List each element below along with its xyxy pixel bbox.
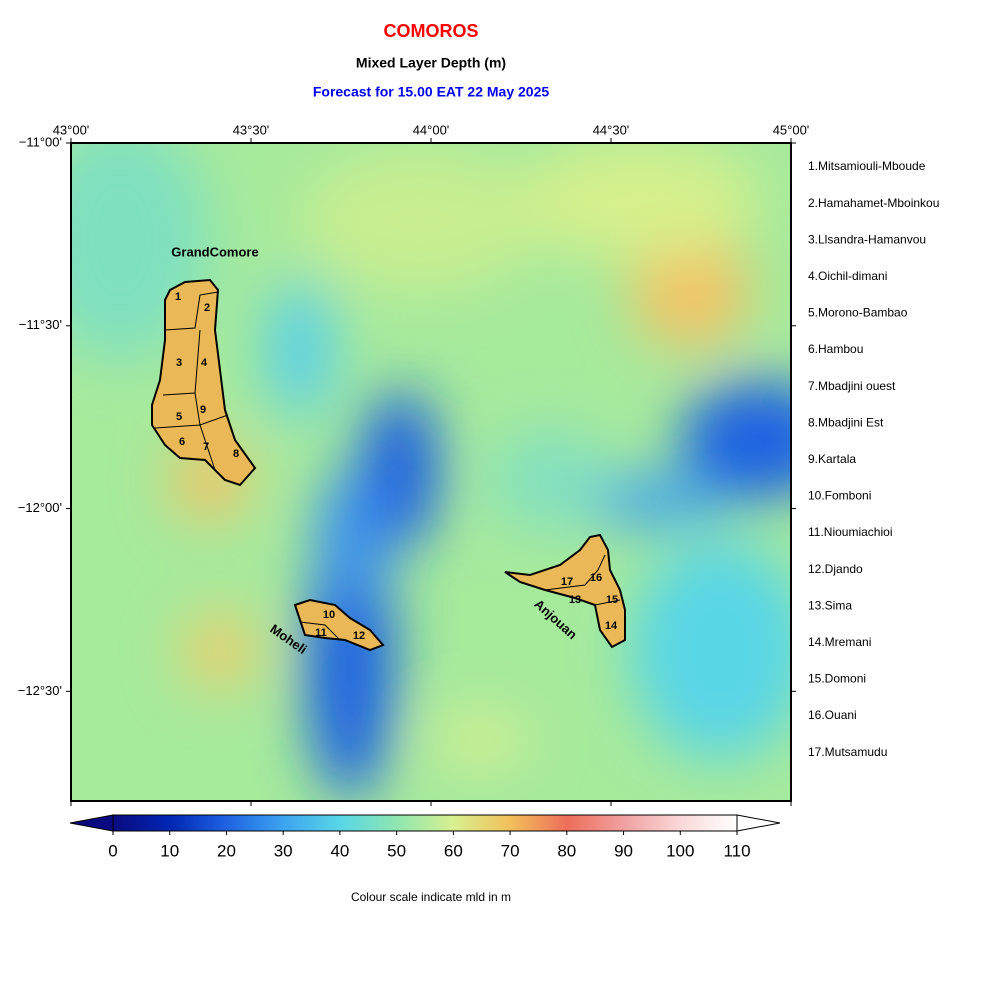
island-label: GrandComore bbox=[171, 244, 258, 259]
region-number: 5 bbox=[176, 411, 182, 423]
legend-entry: 1.Mitsamiouli-Mboude bbox=[808, 159, 926, 173]
legend-entry: 7.Mbadjini ouest bbox=[808, 379, 896, 393]
legend-entry: 10.Fomboni bbox=[808, 489, 871, 503]
islands: GrandComore Moheli Anjouan bbox=[151, 244, 626, 657]
y-tick-label: −11°30' bbox=[19, 317, 62, 332]
region-number: 3 bbox=[176, 357, 182, 369]
legend-entry: 12.Djando bbox=[808, 562, 863, 576]
legend-entry: 11.Nioumiachioi bbox=[808, 525, 893, 539]
colorbar-tick-label: 40 bbox=[330, 841, 349, 860]
legend-entry: 4.Oichil-dimani bbox=[808, 269, 887, 283]
colorbar-tick-label: 50 bbox=[387, 841, 406, 860]
region-number: 4 bbox=[201, 357, 208, 369]
legend-entry: 16.Ouani bbox=[808, 708, 857, 722]
mld-field bbox=[71, 143, 791, 801]
region-number: 17 bbox=[561, 576, 573, 588]
region-number: 13 bbox=[569, 594, 581, 606]
colorbar-tick-label: 30 bbox=[274, 841, 293, 860]
x-tick-label: 45°00' bbox=[773, 122, 810, 137]
subtitle: Mixed Layer Depth (m) bbox=[356, 55, 506, 71]
colorbar-high-arrow bbox=[736, 814, 781, 832]
region-number: 8 bbox=[233, 448, 239, 460]
colorbar-tick-label: 20 bbox=[217, 841, 236, 860]
x-tick-label: 44°00' bbox=[413, 122, 450, 137]
region-number: 6 bbox=[179, 436, 185, 448]
forecast: Forecast for 15.00 EAT 22 May 2025 bbox=[313, 84, 550, 100]
region-number: 7 bbox=[203, 441, 209, 453]
legend-entry: 17.Mutsamudu bbox=[808, 745, 887, 759]
colorbar-tick-label: 90 bbox=[614, 841, 633, 860]
moheli bbox=[293, 598, 385, 652]
legend-entry: 8.Mbadjini Est bbox=[808, 415, 884, 429]
colorbar bbox=[112, 814, 738, 832]
colorbar-tick-label: 100 bbox=[666, 841, 694, 860]
region-number: 10 bbox=[323, 609, 335, 621]
region-number: 1 bbox=[175, 291, 181, 303]
region-number: 2 bbox=[204, 302, 210, 314]
legend-entry: 15.Domoni bbox=[808, 672, 866, 686]
region-number: 15 bbox=[606, 594, 618, 606]
colorbar-label: Colour scale indicate mld in m bbox=[351, 890, 511, 904]
region-number: 11 bbox=[315, 627, 327, 639]
y-tick-label: −11°00' bbox=[19, 134, 62, 149]
colorbar-tick-label: 80 bbox=[557, 841, 576, 860]
y-tick-label: −12°30' bbox=[18, 683, 62, 698]
region-number: 12 bbox=[353, 630, 365, 642]
y-tick-label: −12°00' bbox=[18, 500, 62, 515]
legend-entry: 5.Morono-Bambao bbox=[808, 306, 908, 320]
colorbar-tick-label: 0 bbox=[108, 841, 117, 860]
colorbar-tick-label: 10 bbox=[160, 841, 179, 860]
legend-entry: 14.Mremani bbox=[808, 635, 871, 649]
anjouan bbox=[504, 533, 626, 649]
grand-comore bbox=[151, 278, 257, 487]
legend-entry: 13.Sima bbox=[808, 598, 852, 612]
region-number: 9 bbox=[200, 404, 206, 416]
x-tick-label: 43°00' bbox=[53, 122, 90, 137]
legend-entry: 9.Kartala bbox=[808, 452, 856, 466]
legend-entry: 3.Llsandra-Hamanvou bbox=[808, 232, 926, 246]
legend-entry: 2.Hamahamet-Mboinkou bbox=[808, 196, 939, 210]
colorbar-low-arrow bbox=[69, 814, 114, 832]
colorbar-tick-label: 110 bbox=[723, 841, 750, 860]
colorbar-tick-label: 70 bbox=[501, 841, 520, 860]
region-number: 14 bbox=[605, 620, 618, 632]
region-number: 16 bbox=[590, 572, 602, 584]
colorbar-tick-label: 60 bbox=[444, 841, 463, 860]
x-tick-label: 43°30' bbox=[233, 122, 270, 137]
x-tick-label: 44°30' bbox=[593, 122, 630, 137]
title: COMOROS bbox=[383, 21, 478, 41]
legend-entry: 6.Hambou bbox=[808, 342, 863, 356]
